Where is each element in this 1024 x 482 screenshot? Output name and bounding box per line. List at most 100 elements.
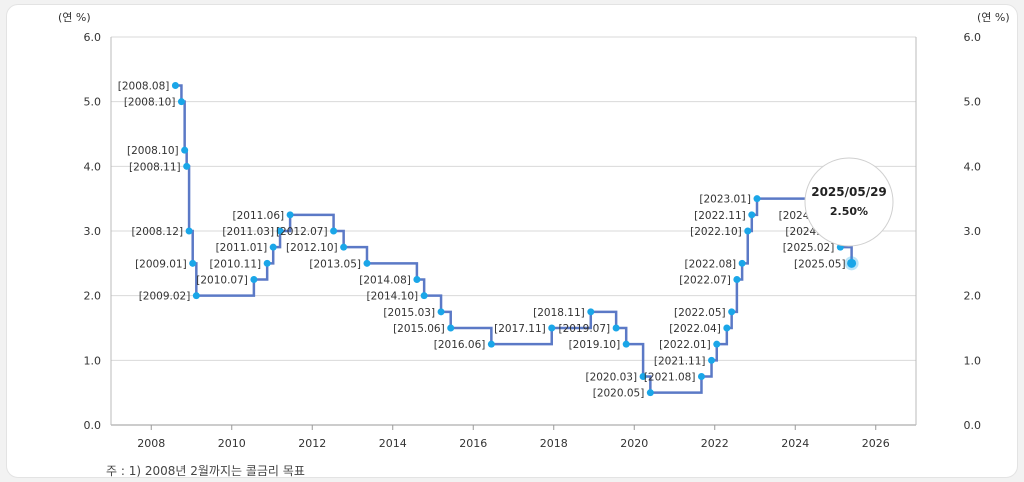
- data-point: [587, 308, 595, 316]
- y-tick-label: 4.0: [84, 160, 102, 173]
- data-point: [437, 308, 445, 316]
- data-point: [697, 373, 705, 380]
- data-point: [189, 259, 197, 267]
- footnote: 주 : 1) 2008년 2월까지는 콜금리 목표: [106, 464, 305, 478]
- data-label: [2015.03]: [383, 307, 435, 319]
- data-label: [2013.05]: [309, 258, 361, 270]
- x-tick-label: 2008: [137, 437, 165, 450]
- data-label: [2010.11]: [210, 258, 262, 270]
- x-tick-label: 2010: [218, 437, 246, 450]
- data-point: [744, 227, 752, 235]
- data-label: [2021.08]: [644, 372, 696, 384]
- data-label: [2022.08]: [684, 258, 736, 270]
- data-point: [753, 195, 761, 203]
- data-label: [2018.11]: [533, 307, 585, 319]
- data-label: [2012.07]: [276, 226, 328, 238]
- x-tick-label: 2018: [540, 437, 568, 450]
- tooltip-date: 2025/05/29: [811, 185, 887, 199]
- data-label: [2008.08]: [118, 81, 170, 93]
- tooltip: 2025/05/29 2.50%: [804, 157, 894, 247]
- y-tick-label-right: 6.0: [964, 31, 982, 44]
- x-tick-label: 2020: [620, 437, 648, 450]
- data-label: [2010.07]: [196, 275, 248, 287]
- y-tick-label: 0.0: [84, 419, 102, 432]
- data-label: [2011.03]: [222, 226, 274, 238]
- data-point: [646, 389, 654, 397]
- x-tick-label: 2012: [298, 437, 326, 450]
- y-tick-label-right: 5.0: [964, 96, 982, 109]
- data-label: [2011.06]: [232, 210, 284, 222]
- data-point: [487, 340, 495, 348]
- data-point: [738, 259, 746, 267]
- data-label: [2011.01]: [216, 242, 268, 254]
- data-point: [177, 98, 185, 106]
- y-unit-right: (연 %): [977, 11, 1010, 24]
- y-tick-labels: 0.0 0.0 1.0 1.0 2.0 2.0 3.0 3.0 4.0 4.0 5.0 5.0 6.0 6…: [84, 31, 982, 432]
- data-label: [2016.06]: [434, 339, 486, 351]
- data-labels: [2008.08] [2008.10] [2008.10] [2008.11] [200…: [118, 81, 846, 400]
- data-point: [263, 259, 271, 267]
- y-tick-label: 6.0: [84, 31, 102, 44]
- grid: [111, 36, 916, 426]
- tooltip-value: 2.50%: [830, 205, 868, 218]
- data-point: [330, 227, 338, 235]
- y-tick-label: 1.0: [84, 354, 102, 367]
- data-point: [185, 227, 193, 235]
- data-point: [728, 308, 736, 316]
- y-tick-label-right: 3.0: [964, 225, 982, 238]
- axes: [110, 37, 917, 430]
- data-point: [276, 227, 284, 235]
- data-label: [2008.11]: [129, 161, 181, 173]
- data-point: [708, 356, 716, 364]
- data-point: [420, 292, 428, 300]
- data-label: [2022.01]: [659, 339, 711, 351]
- data-label: [2008.10]: [127, 145, 179, 157]
- data-label: [2023.01]: [699, 194, 751, 206]
- x-tick-label: 2022: [701, 437, 729, 450]
- data-point: [181, 146, 189, 154]
- data-point: [548, 324, 556, 332]
- data-label: [2022.07]: [679, 275, 731, 287]
- y-tick-label-right: 0.0: [964, 419, 982, 432]
- data-label: [2012.10]: [286, 242, 338, 254]
- data-point: [183, 162, 191, 170]
- data-label: [2021.11]: [654, 355, 706, 367]
- data-label: [2008.10]: [124, 97, 176, 109]
- data-label: [2022.11]: [694, 210, 746, 222]
- data-label: [2019.07]: [559, 323, 611, 335]
- data-label: [2022.05]: [674, 307, 726, 319]
- data-label: [2022.10]: [690, 226, 742, 238]
- data-point: [622, 340, 630, 348]
- data-point: [286, 211, 294, 219]
- data-point: [748, 211, 756, 219]
- data-label: [2015.06]: [393, 323, 445, 335]
- y-unit-left: (연 %): [58, 11, 91, 24]
- y-tick-label-right: 2.0: [964, 290, 982, 303]
- data-point: [847, 258, 857, 268]
- data-label: [2009.02]: [139, 291, 191, 303]
- data-point: [250, 276, 258, 283]
- data-label: [2025.02]: [783, 242, 835, 254]
- series-line: [175, 84, 853, 394]
- tooltip-bubble: [804, 157, 894, 247]
- y-tick-label-right: 1.0: [964, 354, 982, 367]
- y-tick-label: 2.0: [84, 290, 102, 303]
- data-point: [363, 259, 371, 267]
- data-label: [2014.10]: [367, 291, 419, 303]
- y-tick-label: 5.0: [84, 96, 102, 109]
- data-label: [2020.05]: [593, 388, 645, 400]
- x-tick-label: 2014: [379, 437, 407, 450]
- data-point: [171, 82, 179, 89]
- x-tick-label: 2016: [459, 437, 487, 450]
- data-point: [612, 324, 620, 332]
- data-point: [192, 292, 200, 300]
- data-label: [2022.04]: [669, 323, 721, 335]
- data-point: [733, 276, 741, 283]
- data-label: [2008.12]: [131, 226, 183, 238]
- data-point: [269, 243, 277, 251]
- data-point: [447, 324, 455, 332]
- data-point: [639, 373, 647, 380]
- data-label: [2020.03]: [585, 372, 637, 384]
- data-point: [713, 340, 721, 348]
